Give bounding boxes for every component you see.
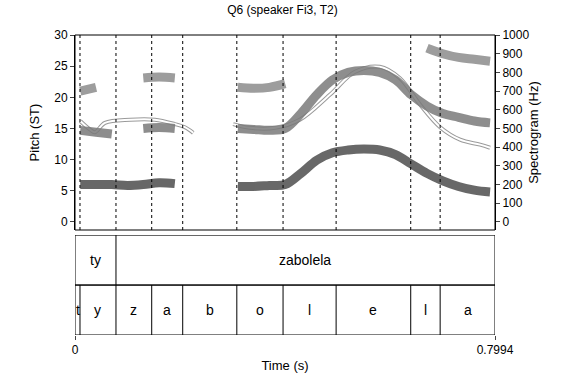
svg-text:400: 400 [502, 140, 522, 154]
svg-text:Time (s): Time (s) [261, 358, 308, 373]
svg-text:y: y [94, 302, 101, 318]
svg-text:300: 300 [502, 159, 522, 173]
svg-text:30: 30 [54, 28, 68, 42]
svg-text:0: 0 [502, 215, 509, 229]
svg-text:900: 900 [502, 47, 522, 61]
svg-text:600: 600 [502, 103, 522, 117]
svg-text:0: 0 [61, 215, 68, 229]
svg-text:5: 5 [61, 184, 68, 198]
svg-text:o: o [256, 302, 264, 318]
svg-text:Q6 (speaker Fi3, T2): Q6 (speaker Fi3, T2) [227, 3, 337, 17]
svg-text:l: l [424, 302, 427, 318]
svg-text:20: 20 [54, 91, 68, 105]
svg-text:1000: 1000 [502, 28, 529, 42]
svg-text:a: a [464, 302, 472, 318]
svg-text:a: a [163, 302, 171, 318]
svg-text:zabolela: zabolela [279, 252, 331, 268]
svg-text:b: b [206, 302, 214, 318]
svg-text:Pitch (ST): Pitch (ST) [27, 104, 42, 162]
svg-text:l: l [308, 302, 311, 318]
svg-text:500: 500 [502, 122, 522, 136]
svg-text:15: 15 [54, 122, 68, 136]
svg-text:10: 10 [54, 153, 68, 167]
svg-text:e: e [369, 302, 377, 318]
svg-text:200: 200 [502, 178, 522, 192]
svg-text:z: z [130, 302, 137, 318]
svg-text:700: 700 [502, 84, 522, 98]
svg-text:Spectrogram (Hz): Spectrogram (Hz) [526, 81, 541, 184]
svg-text:ty: ty [90, 252, 101, 268]
svg-text:0.7994: 0.7994 [477, 343, 514, 357]
svg-text:t: t [76, 302, 80, 318]
svg-text:25: 25 [54, 59, 68, 73]
svg-text:800: 800 [502, 66, 522, 80]
svg-text:0: 0 [72, 343, 79, 357]
svg-text:100: 100 [502, 196, 522, 210]
